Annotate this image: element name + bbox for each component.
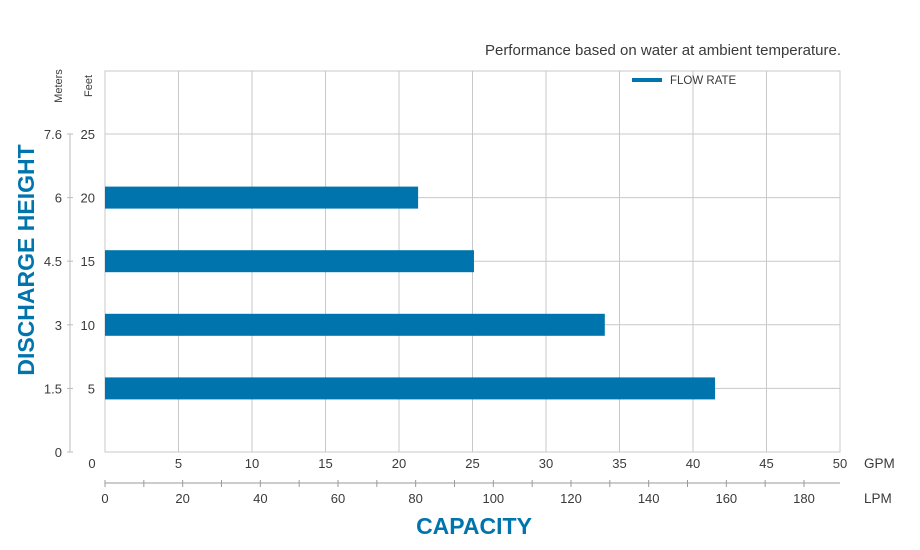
x-tick-lpm: 0: [101, 491, 108, 506]
y-tick-meters: 1.5: [44, 381, 62, 396]
x-tick-lpm: 160: [715, 491, 737, 506]
legend-swatch: [632, 78, 662, 82]
x-tick-lpm: 40: [253, 491, 267, 506]
x-tick-lpm: 100: [482, 491, 504, 506]
legend-label: FLOW RATE: [670, 75, 737, 87]
y-tick-meters: 7.6: [44, 127, 62, 142]
y-tick-meters: 4.5: [44, 254, 62, 269]
y-axis-meters-ticks: 0 1.5 3 4.5 6 7.6: [44, 127, 73, 460]
bars: [105, 186, 716, 400]
bar-flow-rate: [105, 250, 474, 273]
x-axis-gpm-ticks: 0 5 10 15 20 25 30 35 40 45 50: [88, 456, 847, 471]
x-tick-lpm: 80: [408, 491, 422, 506]
x-tick-lpm: 180: [793, 491, 815, 506]
x-tick-gpm: 25: [465, 456, 479, 471]
bar-flow-rate: [105, 313, 605, 336]
y-tick-meters: 3: [55, 318, 62, 333]
y-axis-meters-label: Meters: [53, 69, 65, 103]
y-tick-meters: 0: [55, 445, 62, 460]
x-tick-gpm: 5: [175, 456, 182, 471]
y-axis-title: DISCHARGE HEIGHT: [13, 144, 39, 375]
x-tick-lpm: 120: [560, 491, 582, 506]
plot-area: [104, 70, 841, 453]
y-axis-feet-ticks: 5 10 15 20 25: [81, 127, 95, 396]
bar-flow-rate: [105, 377, 716, 400]
y-tick-feet: 20: [81, 191, 95, 206]
x-tick-gpm: 50: [833, 456, 847, 471]
x-tick-lpm: 140: [638, 491, 660, 506]
x-tick-gpm: 15: [318, 456, 332, 471]
bar-flow-rate: [105, 186, 419, 209]
x-tick-lpm: 60: [331, 491, 345, 506]
x-axis-gpm-unit: GPM: [864, 456, 895, 471]
x-axis-title: CAPACITY: [416, 513, 532, 539]
x-tick-gpm: 0: [88, 456, 95, 471]
x-tick-gpm: 20: [392, 456, 406, 471]
y-tick-feet: 10: [81, 318, 95, 333]
y-tick-meters: 6: [55, 191, 62, 206]
x-tick-gpm: 10: [245, 456, 259, 471]
y-tick-feet: 25: [81, 127, 95, 142]
x-tick-gpm: 30: [539, 456, 553, 471]
y-tick-feet: 15: [81, 254, 95, 269]
x-tick-gpm: 45: [759, 456, 773, 471]
chart-subtitle: Performance based on water at ambient te…: [485, 42, 841, 59]
x-axis-lpm-unit: LPM: [864, 491, 892, 506]
y-tick-feet: 5: [88, 381, 95, 396]
x-axis-lpm-ticks: 0 20 40 60 80 100 120 140 160 180: [101, 480, 815, 506]
x-tick-gpm: 40: [686, 456, 700, 471]
y-axis-feet-label: Feet: [83, 75, 95, 97]
x-tick-gpm: 35: [612, 456, 626, 471]
x-tick-lpm: 20: [175, 491, 189, 506]
legend: FLOW RATE: [632, 75, 737, 87]
